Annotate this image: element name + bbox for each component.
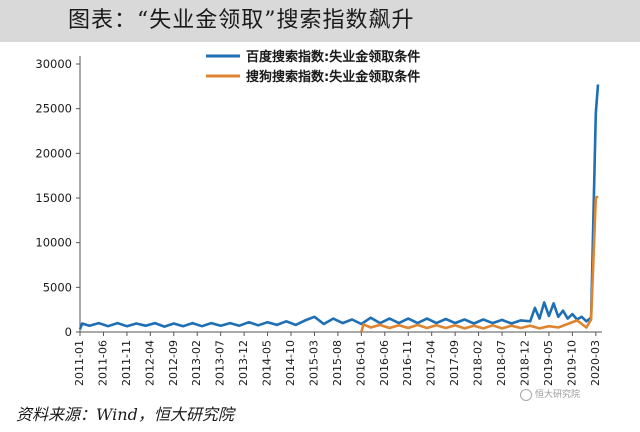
x-tick-label: 2019-05 [542, 340, 555, 386]
data-source-note: 资料来源：Wind，恒大研究院 [16, 405, 234, 424]
x-tick-label: 2016-06 [378, 340, 391, 386]
x-tick-label: 2011-06 [96, 340, 109, 386]
sogou-series-line [360, 195, 599, 333]
watermark-text: 恒大研究院 [535, 390, 581, 400]
x-tick-label: 2013-07 [214, 340, 227, 386]
x-tick-label: 2011-01 [73, 340, 86, 386]
y-axis-ticks: 0 5000 10000 15000 20000 25000 30000 [35, 57, 80, 339]
x-tick-label: 2016-11 [401, 340, 414, 386]
x-tick-label: 2017-04 [425, 340, 438, 386]
x-tick-label: 2018-12 [518, 340, 531, 386]
legend-label: 百度搜索指数:失业金领取条件 [246, 49, 420, 65]
x-tick-label: 2019-10 [565, 340, 578, 386]
x-tick-label: 2017-09 [448, 340, 461, 386]
x-tick-label: 2015-08 [331, 340, 344, 386]
page-title: 图表：“失业金领取”搜索指数飙升 [0, 0, 640, 42]
x-tick-label: 2018-07 [495, 340, 508, 386]
x-tick-label: 2012-04 [143, 340, 156, 386]
x-axis-ticks: 2011-01 2011-06 2011-11 2012-04 2012-09 2013-… [73, 332, 602, 386]
y-tick-label: 15000 [35, 191, 72, 205]
chart-axes [79, 56, 602, 333]
watermark: 恒大研究院 [520, 388, 630, 402]
x-tick-label: 2016-01 [354, 340, 367, 386]
x-tick-label: 2014-05 [261, 340, 274, 386]
x-tick-label: 2012-09 [167, 340, 180, 386]
x-tick-label: 2014-10 [284, 340, 297, 386]
watermark-logo-icon [520, 388, 532, 401]
y-tick-label: 10000 [35, 236, 72, 250]
legend-label: 搜狗搜索指数:失业金领取条件 [246, 69, 420, 85]
series-lines [78, 84, 600, 333]
x-tick-label: 2013-02 [190, 340, 203, 386]
y-tick-label: 5000 [43, 280, 72, 294]
x-tick-label: 2020-03 [589, 340, 602, 386]
x-tick-label: 2015-03 [307, 340, 320, 386]
y-tick-label: 20000 [35, 146, 72, 160]
x-tick-label: 2018-02 [472, 340, 485, 386]
y-tick-label: 30000 [35, 57, 72, 71]
x-tick-label: 2013-12 [237, 340, 250, 386]
y-tick-label: 25000 [35, 102, 72, 116]
x-tick-label: 2011-11 [120, 340, 133, 386]
baidu-series-line [78, 84, 600, 330]
y-tick-label: 0 [65, 325, 72, 339]
